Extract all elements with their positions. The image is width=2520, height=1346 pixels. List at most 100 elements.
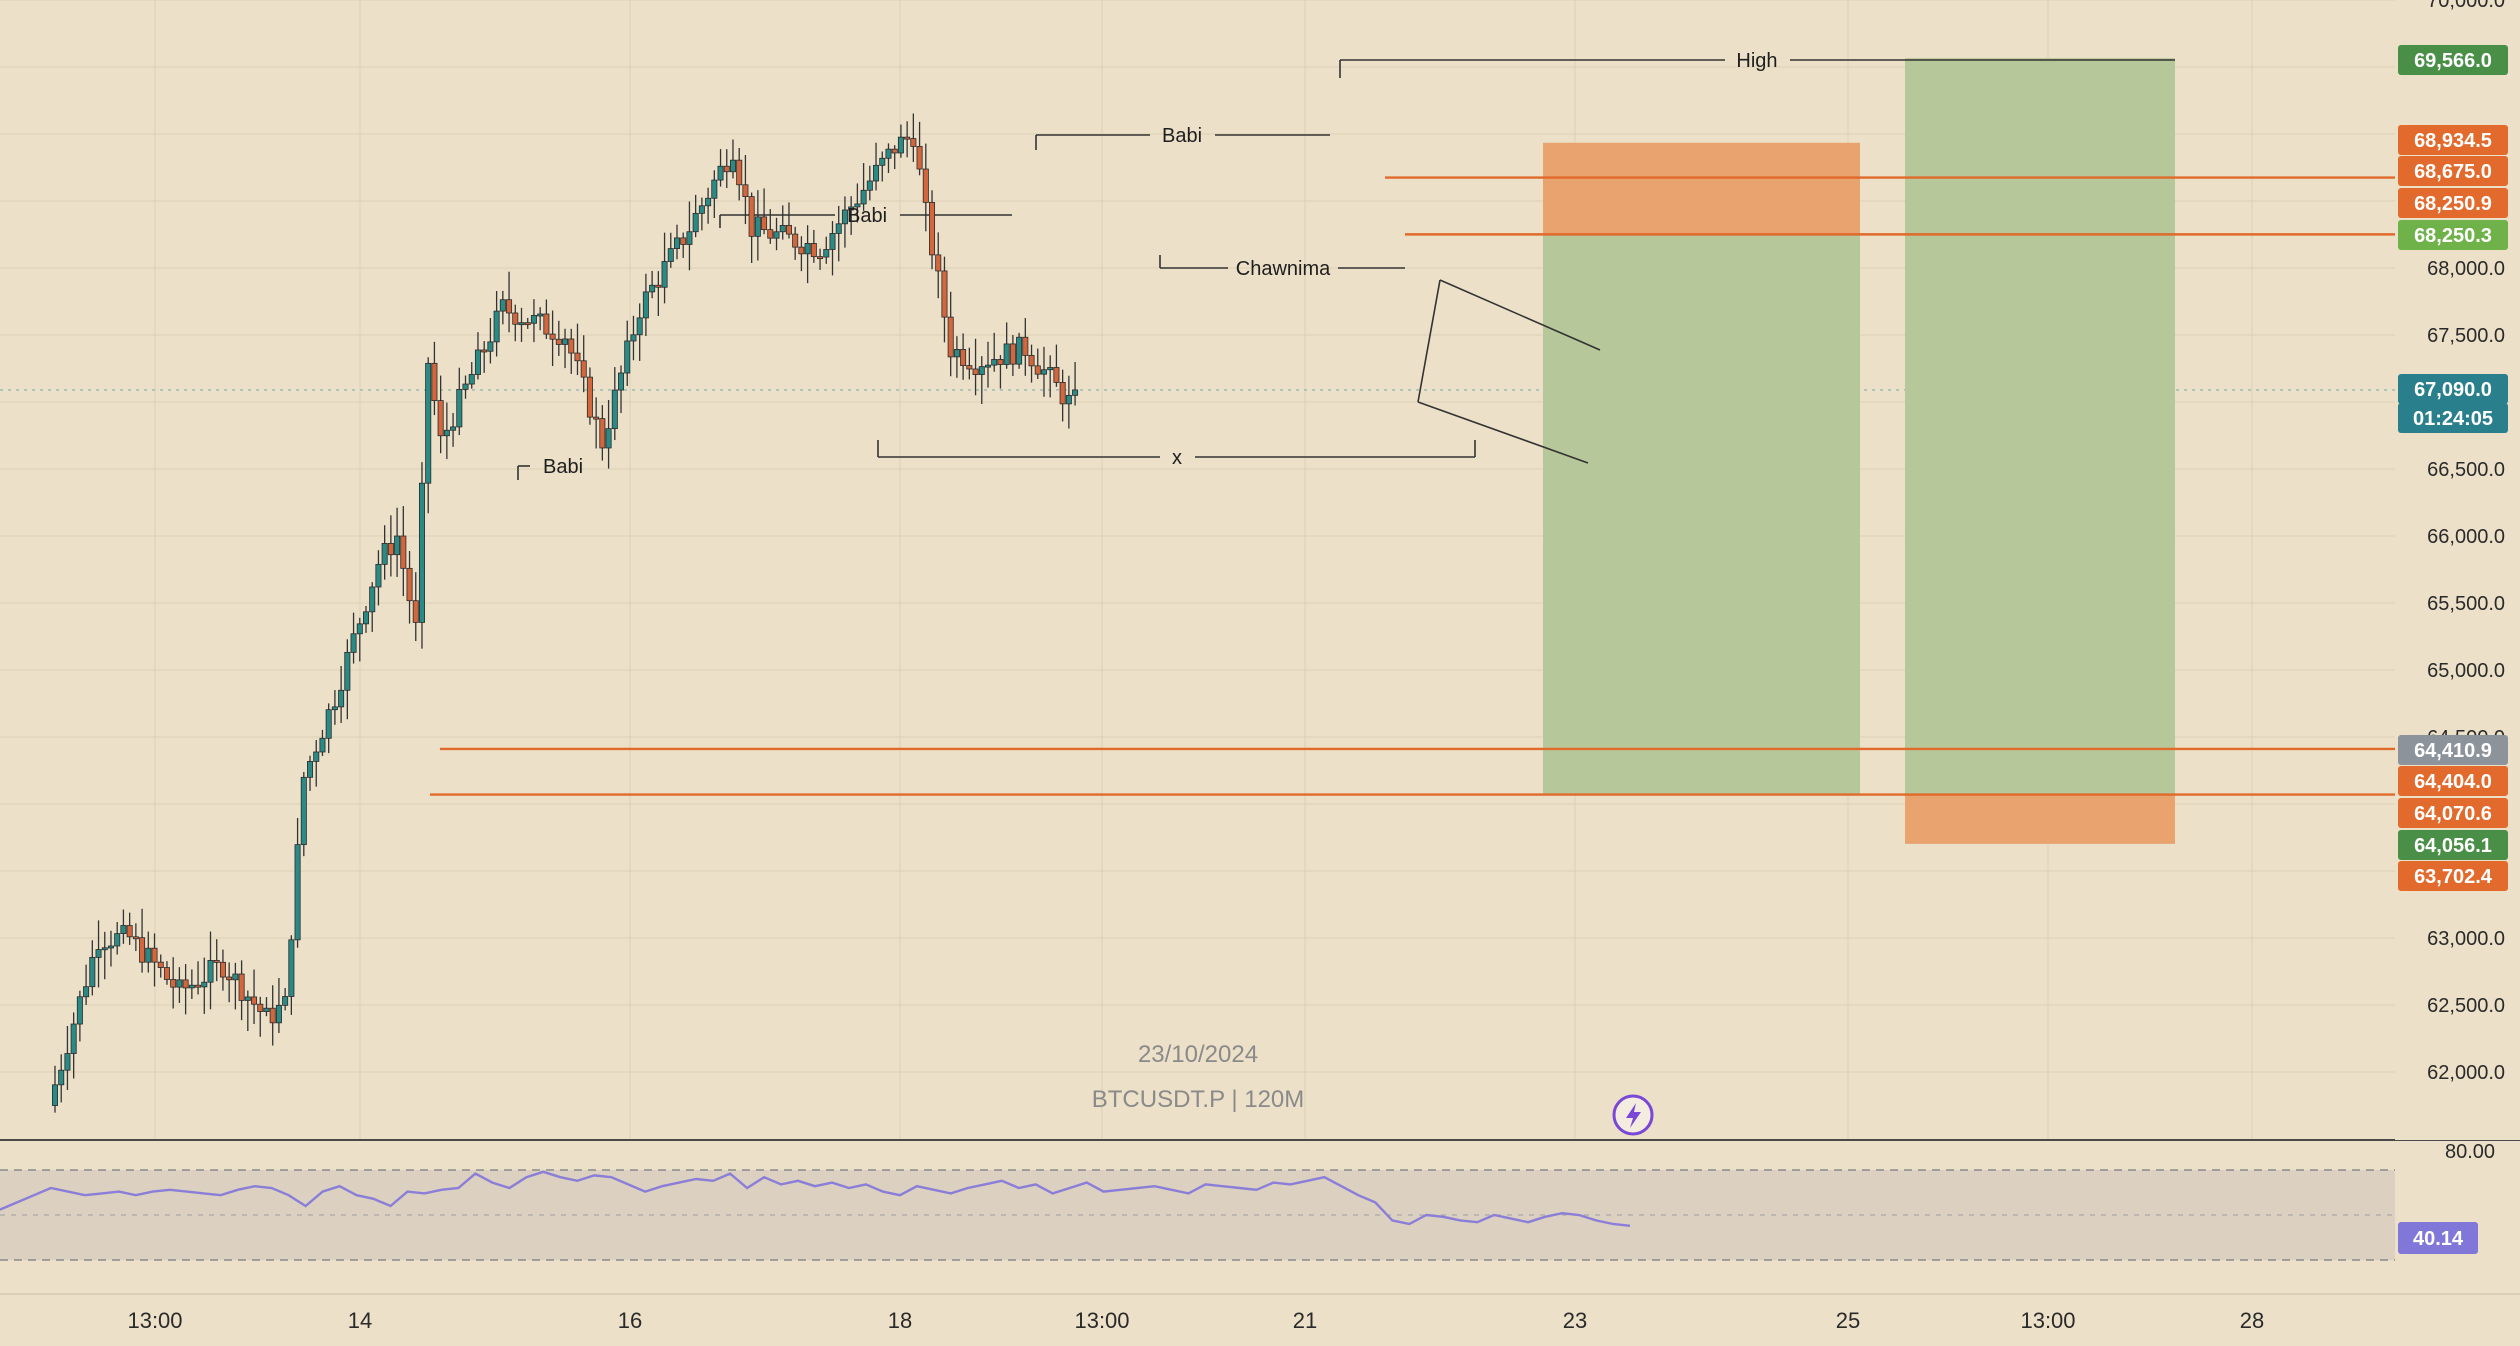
rsi-pane[interactable]: 80.00 40.14 [0,1141,2495,1261]
candle [885,143,892,173]
channel-side[interactable] [1417,279,1441,403]
price-badge-label: 69,566.0 [2414,50,2492,72]
candle [145,931,152,973]
candle [375,550,382,606]
candle [661,232,668,304]
trade-zones[interactable] [1543,58,2175,844]
time-tick-label: 14 [348,1308,372,1333]
candle [506,271,513,333]
candle [387,515,394,577]
candle [275,978,282,1034]
candle [400,506,407,597]
candle [114,922,121,955]
candle [767,209,774,244]
price-tick-label: 63,000.0 [2427,928,2505,950]
candle [779,205,786,240]
candle [64,1025,71,1091]
candle [151,933,158,987]
candle [431,341,438,416]
candle [605,399,612,469]
candle [238,960,245,1021]
candle [188,969,195,999]
candle [418,462,425,649]
price-badge [2398,735,2508,765]
candle [686,201,693,271]
horizontal-levels[interactable] [430,176,2395,796]
candle [338,666,345,723]
rsi-value-label: 40.14 [2413,1228,2464,1250]
candle [512,304,519,342]
candle [481,341,488,373]
candle [761,188,768,235]
candle [1016,332,1023,369]
candle [754,190,761,261]
candle [437,375,444,454]
rsi-upper-label: 80.00 [2445,1141,2495,1163]
zone-2-target[interactable] [1905,58,2175,795]
price-badge-label: 67,090.0 [2414,379,2492,401]
candle [729,139,736,179]
price-badge [2398,45,2508,75]
candle [947,291,954,377]
price-badge [2398,156,2508,186]
annot-babi-mid: Babi [847,205,887,227]
candle [232,962,239,1010]
time-tick-label: 13:00 [2020,1308,2075,1333]
price-badge [2398,403,2508,433]
candle [1028,344,1035,383]
candle [835,205,842,262]
candle [841,196,848,248]
candle [356,617,363,662]
rsi-line[interactable] [0,1170,1631,1227]
lightning-icon[interactable] [1612,1094,1654,1136]
candle [524,317,531,329]
candle [705,187,712,224]
price-badge [2398,766,2508,796]
candle [953,336,960,378]
candle [630,315,637,361]
price-tick-label: 66,000.0 [2427,526,2505,548]
candle [95,920,102,988]
annotation-labels: High Babi Babi Babi Chawnima x [543,50,1778,478]
candle [966,347,973,380]
candle [599,405,606,461]
candle [1059,369,1066,422]
candle [910,113,917,162]
price-tick-label: 68,000.0 [2427,258,2505,280]
candle [394,507,401,577]
candle [854,183,861,223]
channel-upper[interactable] [1439,279,1601,351]
candle [941,256,948,343]
candle [723,149,730,189]
candle [1053,344,1060,387]
annotation-lines[interactable] [517,59,2175,480]
candle [698,197,705,231]
price-badge [2398,125,2508,155]
candle [817,248,824,270]
candle [443,402,450,460]
candle [195,961,202,995]
candle [319,729,326,757]
candle [748,192,755,263]
annot-x: x [1172,447,1182,469]
channel-lower[interactable] [1417,401,1589,464]
price-tick-label: 67,500.0 [2427,325,2505,347]
candle [960,333,967,380]
candle [126,912,133,945]
candle [294,818,301,948]
candle [804,225,811,284]
time-axis[interactable]: 13:00 14 16 18 13:00 21 23 25 13:00 28 [127,1308,2264,1333]
candle [120,909,127,944]
price-badge-label: 68,675.0 [2414,161,2492,183]
candle [848,196,855,235]
zone-2-stop[interactable] [1905,794,2175,844]
candle [897,124,904,158]
candle [139,908,146,973]
zone-1-target[interactable] [1543,234,1860,795]
candle [325,703,332,754]
zone-1-stop[interactable] [1543,142,1860,235]
time-tick-label: 21 [1293,1308,1317,1333]
candle [362,605,369,633]
